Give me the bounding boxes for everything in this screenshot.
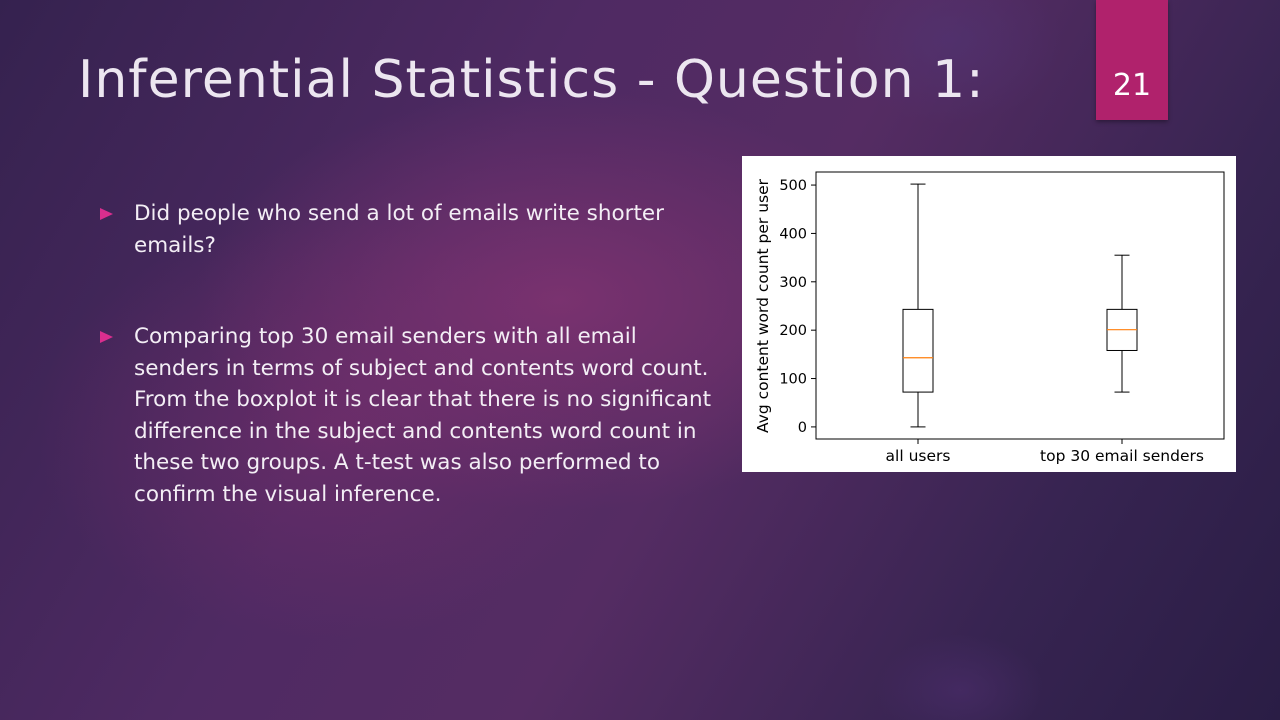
- bullet-item: Comparing top 30 email senders with all …: [100, 321, 720, 510]
- y-tick-label: 300: [779, 275, 807, 291]
- bullet-arrow-icon: [100, 331, 113, 343]
- box-iqr: [902, 308, 934, 393]
- bullet-list: Did people who send a lot of emails writ…: [100, 198, 720, 510]
- slide-number: 21: [1112, 68, 1152, 103]
- x-tick-label: all users: [886, 447, 951, 465]
- y-axis-label: Avg content word count per user: [754, 178, 772, 433]
- y-tick-label: 200: [779, 323, 807, 339]
- boxplot-chart: Avg content word count per user 0 100 200 3…: [754, 171, 1225, 465]
- bullet-text: Comparing top 30 email senders with all …: [134, 324, 712, 507]
- y-tick-label: 0: [798, 420, 807, 436]
- bullet-text: Did people who send a lot of emails writ…: [134, 201, 664, 258]
- slide-title: Inferential Statistics - Question 1:: [78, 50, 985, 110]
- slide-number-badge: 21: [1096, 0, 1168, 120]
- plot-area-frame: [815, 171, 1225, 440]
- x-tick-label: top 30 email senders: [1040, 447, 1204, 465]
- boxplot-panel: Avg content word count per user 0 100 200 3…: [742, 156, 1236, 472]
- y-tick-label: 400: [779, 226, 807, 242]
- bullet-arrow-icon: [100, 208, 113, 220]
- y-tick-label: 100: [779, 372, 807, 388]
- bullet-item: Did people who send a lot of emails writ…: [100, 198, 720, 261]
- y-tick-label: 500: [779, 178, 807, 194]
